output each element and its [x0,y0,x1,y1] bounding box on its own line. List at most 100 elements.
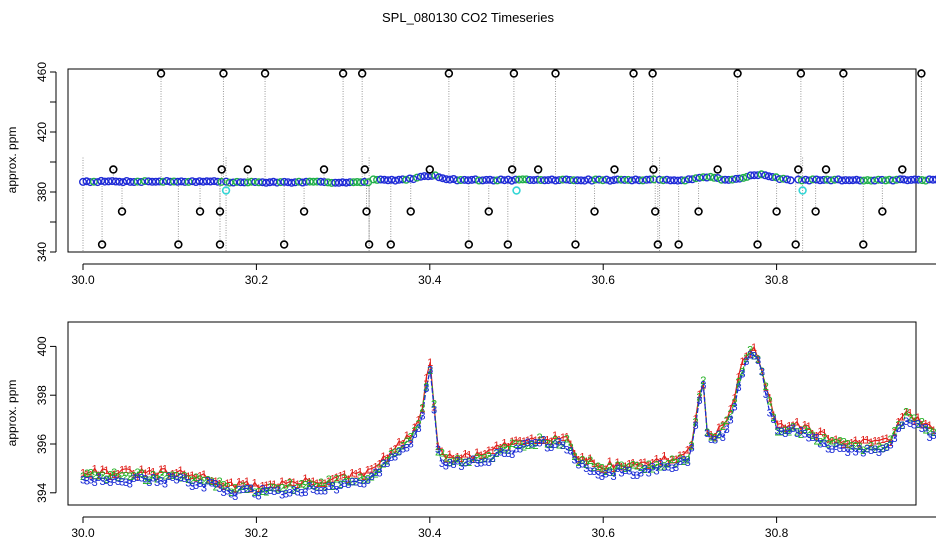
bottom-series-marker-1: 1 [150,467,156,479]
bottom-series-marker-3: 3 [302,487,308,499]
top-data-point [222,177,231,186]
top-data-point [309,177,318,186]
top-data-point [783,175,792,184]
bottom-series-marker-1: 1 [810,429,816,441]
top-data-point [526,175,535,184]
bottom-series-marker-3: 3 [841,443,847,455]
bottom-series-marker-1: 1 [907,408,913,420]
bottom-series-marker-3: 3 [798,425,804,437]
bottom-series-marker-3: 3 [497,447,503,459]
top-data-point [413,173,422,182]
top-data-point [684,175,693,184]
bottom-series-marker-3: 3 [482,457,488,469]
bottom-series-marker-3: 3 [856,444,862,456]
bottom-series-marker-2: 2 [154,474,160,486]
bottom-series-marker-3: 3 [205,475,211,487]
bottom-series-marker-2: 2 [642,464,648,476]
bottom-series-marker-1: 1 [708,430,714,442]
bottom-series-marker-3: 3 [217,483,223,495]
bottom-series-marker-3: 3 [314,485,320,497]
bottom-series-marker-2: 2 [80,471,86,483]
top-points [78,170,936,187]
bottom-series-marker-1: 1 [267,479,273,491]
top-data-point [859,176,868,185]
top-data-point [794,175,803,184]
bottom-series-marker-3: 3 [224,486,230,498]
bottom-series-marker-2: 2 [443,452,449,464]
bottom-series-marker-3: 3 [150,473,156,485]
bottom-series-marker-1: 1 [646,460,652,472]
top-outlier-point [299,207,309,216]
bottom-series-marker-2: 2 [259,486,265,498]
bottom-series-marker-3: 3 [99,476,105,488]
top-outlier-point [533,165,543,174]
bottom-series-marker-3: 3 [400,443,406,455]
bottom-series-marker-2: 2 [99,470,105,482]
bottom-series-marker-2: 2 [357,472,363,484]
top-data-point [808,175,817,184]
bottom-series-marker-3: 3 [404,443,410,455]
top-outlier-point [794,165,803,174]
bottom-series-marker-2: 2 [895,420,901,432]
bottom-series-marker-3: 3 [852,447,858,459]
bottom-series-marker-1: 1 [99,464,105,476]
top-data-point [471,175,480,184]
bottom-y-tick-label: 400 [35,336,49,356]
bottom-series-marker-3: 3 [845,447,851,459]
bottom-series-marker-3: 3 [287,488,293,500]
top-data-point [874,175,883,184]
bottom-series-marker-2: 2 [661,460,667,472]
top-data-point [416,172,425,181]
top-outlier-point [109,165,118,174]
bottom-series-marker-3: 3 [868,445,874,457]
top-data-point [316,177,325,186]
top-flagged-point [221,186,231,195]
bottom-series-marker-2: 2 [384,455,390,467]
bottom-series-marker-1: 1 [650,458,656,470]
bottom-series-marker-1: 1 [661,451,667,463]
top-data-point [558,175,567,184]
bottom-series-marker-1: 1 [778,419,784,431]
top-data-point [695,173,704,182]
bottom-series-marker-1: 1 [868,437,874,449]
top-data-point [580,176,589,185]
top-outlier-point [917,69,926,78]
bottom-series-marker-2: 2 [638,462,644,474]
top-outlier-point [791,240,800,249]
bottom-series-marker-3: 3 [177,472,183,484]
bottom-series-marker-1: 1 [845,439,851,451]
bottom-series-marker-3: 3 [560,440,566,452]
bottom-series-marker-1: 1 [435,441,441,453]
bottom-series-marker-2: 2 [177,473,183,485]
bottom-series-marker-2: 2 [478,454,484,466]
bottom-series-marker-1: 1 [700,380,706,392]
bottom-series-marker-2: 2 [833,437,839,449]
top-data-point [305,177,314,186]
top-data-point [892,175,901,184]
bottom-series-marker-2: 2 [891,426,897,438]
top-data-point [475,176,484,185]
bottom-series-marker-1: 1 [618,461,624,473]
top-data-point [613,175,622,184]
top-flagged-point [512,186,521,195]
top-data-point [313,177,322,186]
bottom-series-marker-3: 3 [419,410,425,422]
bottom-series-marker-3: 3 [162,478,168,490]
bottom-series-marker-3: 3 [536,438,542,450]
top-data-point [291,178,300,187]
top-outlier-point [713,165,722,174]
bottom-series-marker-3: 3 [603,468,609,480]
bottom-series-marker-1: 1 [930,425,936,437]
bottom-series-marker-3: 3 [318,485,324,497]
bottom-series-marker-2: 2 [447,457,453,469]
top-outlier-point [509,69,519,78]
bottom-series-marker-3: 3 [692,420,698,432]
top-outlier-point [878,207,887,216]
bottom-series-marker-2: 2 [607,461,613,473]
bottom-series-marker-2: 2 [341,473,347,485]
bottom-series-marker-1: 1 [220,481,226,493]
bottom-series-marker-3: 3 [256,491,262,503]
bottom-series-marker-2: 2 [572,451,578,463]
bottom-series-marker-1: 1 [794,417,800,429]
bottom-series-marker-1: 1 [318,478,324,490]
